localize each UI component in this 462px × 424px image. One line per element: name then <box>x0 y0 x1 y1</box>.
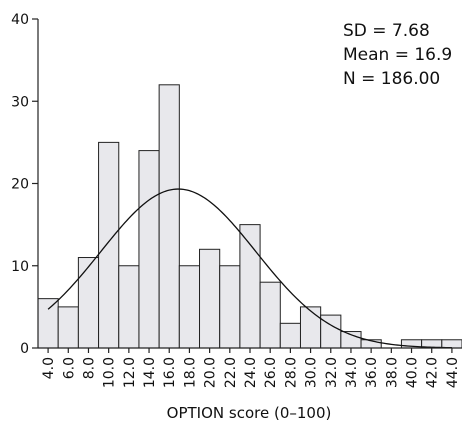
x-tick-label-18.0: 18.0 <box>182 357 198 388</box>
x-tick-label-30.0: 30.0 <box>304 357 320 388</box>
x-axis-title: OPTION score (0–100) <box>167 404 332 422</box>
bar-22.0 <box>219 265 241 349</box>
y-tick-label-10: 10 <box>11 259 29 275</box>
x-tick-label-44.0: 44.0 <box>445 357 461 388</box>
y-tick-label-40: 40 <box>11 12 29 28</box>
x-tick-label-14.0: 14.0 <box>142 357 158 388</box>
bar-44.0 <box>441 339 462 349</box>
bar-24.0 <box>239 224 261 349</box>
x-tick-labels: 4.0 6.0 8.0 10.0 12.0 14.0 16.0 18.0 20.0 22.0 24.… <box>41 357 461 388</box>
bar-20.0 <box>199 248 221 349</box>
bar-18.0 <box>178 265 201 349</box>
x-tick-label-42.0: 42.0 <box>425 357 441 388</box>
x-tick-label-20.0: 20.0 <box>203 357 219 388</box>
x-tick-label-36.0: 36.0 <box>364 357 380 388</box>
y-tick-label-20: 20 <box>11 177 29 193</box>
bar-14.0 <box>138 150 160 349</box>
x-tick-label-24.0: 24.0 <box>243 357 259 388</box>
bar-26.0 <box>259 281 281 349</box>
bar-28.0 <box>279 322 301 349</box>
x-tick-label-26.0: 26.0 <box>263 357 279 388</box>
y-tick-labels: 0 10 20 30 40 <box>11 12 29 357</box>
x-tick-label-34.0: 34.0 <box>344 357 360 388</box>
stat-mean: Mean = 16.9 <box>343 45 452 65</box>
bar-4.0 <box>37 298 59 349</box>
x-tick-label-32.0: 32.0 <box>324 357 340 388</box>
bar-30.0 <box>299 306 322 349</box>
bar-10.0 <box>98 141 120 349</box>
normal-curve <box>47 188 452 349</box>
y-tick-label-0: 0 <box>20 341 29 357</box>
bar-6.0 <box>57 306 79 349</box>
stat-n: N = 186.00 <box>343 69 440 89</box>
bar-8.0 <box>77 257 100 349</box>
x-tick-label-38.0: 38.0 <box>384 357 400 388</box>
x-tick-label-10.0: 10.0 <box>102 357 118 388</box>
x-tick-label-28.0: 28.0 <box>283 357 299 388</box>
x-tick-label-40.0: 40.0 <box>405 357 421 388</box>
x-tick-label-16.0: 16.0 <box>162 357 178 388</box>
y-tick-label-30: 30 <box>11 94 29 110</box>
x-tick-label-22.0: 22.0 <box>223 357 239 388</box>
bar-12.0 <box>118 265 140 349</box>
x-tick-label-8.0: 8.0 <box>81 357 97 379</box>
x-tick-label-4.0: 4.0 <box>41 357 57 379</box>
x-tick-label-12.0: 12.0 <box>122 357 138 388</box>
bars-group <box>37 84 462 349</box>
stat-sd: SD = 7.68 <box>343 21 430 41</box>
x-tick-label-6.0: 6.0 <box>61 357 77 379</box>
axes-group <box>32 18 462 353</box>
bar-16.0 <box>158 84 180 349</box>
